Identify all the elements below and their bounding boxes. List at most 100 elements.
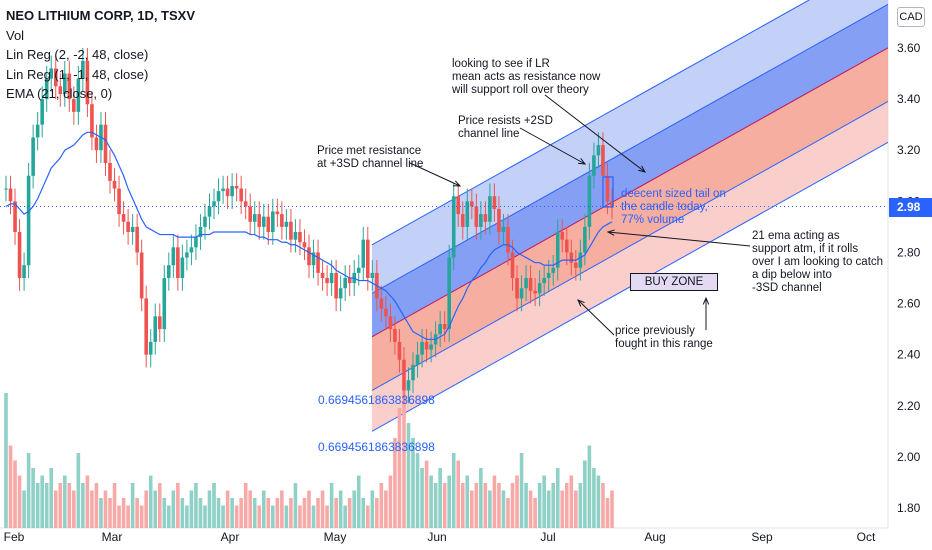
y-tick-label: 2.20 bbox=[897, 399, 921, 413]
volume-bar bbox=[148, 475, 153, 528]
volume-bar bbox=[587, 445, 592, 528]
volume-bar bbox=[506, 498, 510, 528]
candle-body bbox=[438, 324, 442, 335]
candle-body bbox=[126, 221, 130, 232]
candle-body bbox=[524, 278, 528, 289]
volume-bar bbox=[31, 468, 35, 528]
volume-bar bbox=[583, 460, 587, 528]
candle-body bbox=[587, 175, 592, 227]
candle-body bbox=[343, 278, 347, 289]
volume-bar bbox=[402, 385, 406, 528]
candle-body bbox=[153, 316, 158, 342]
volume-bar bbox=[365, 505, 370, 528]
candle-body bbox=[261, 216, 266, 227]
candle-body bbox=[424, 341, 429, 350]
arrow-previous-range-head bbox=[577, 299, 585, 307]
y-tick-label: 2.60 bbox=[897, 297, 921, 311]
volume-bar bbox=[243, 483, 248, 528]
volume-bar bbox=[316, 498, 320, 528]
volume-bar bbox=[325, 505, 329, 528]
candle-body bbox=[447, 257, 451, 330]
candle-body bbox=[338, 288, 343, 299]
y-tick-label: 3.40 bbox=[897, 92, 921, 106]
volume-bar bbox=[510, 483, 515, 528]
x-tick-label: Jul bbox=[540, 530, 555, 544]
volume-bar bbox=[44, 483, 49, 528]
candle-body bbox=[85, 60, 90, 105]
volume-bar bbox=[62, 475, 67, 528]
candle-body bbox=[4, 188, 8, 190]
annotation-resists-2sd: Price resists +2SD channel line bbox=[458, 115, 553, 140]
volume-bar bbox=[569, 475, 574, 528]
candle-body bbox=[470, 201, 474, 207]
candle-body bbox=[139, 252, 144, 299]
volume-bar bbox=[442, 483, 447, 528]
buy-zone-box: BUY ZONE bbox=[630, 273, 718, 291]
volume-bar bbox=[307, 490, 311, 528]
channel-line-plus2sd bbox=[371, 3, 889, 294]
volume-bar bbox=[171, 490, 176, 528]
volume-bar bbox=[76, 453, 81, 528]
volume-bar bbox=[451, 453, 456, 528]
candle-body bbox=[474, 206, 479, 227]
candle-body bbox=[596, 145, 601, 156]
volume-bar bbox=[596, 475, 601, 528]
volume-bar bbox=[266, 498, 271, 528]
candle-body bbox=[465, 201, 470, 227]
candle-body bbox=[501, 226, 506, 232]
volume-bar bbox=[13, 460, 17, 528]
band-upper-inner bbox=[372, 4, 888, 337]
legend-linreg-2: Lin Reg (2, -2, 48, close) bbox=[6, 47, 149, 62]
candle-body bbox=[203, 216, 207, 227]
volume-bar bbox=[216, 498, 221, 528]
candle-body bbox=[488, 196, 492, 222]
volume-bar bbox=[40, 475, 44, 528]
candle-body bbox=[388, 316, 393, 330]
volume-bar bbox=[298, 505, 302, 528]
candle-body bbox=[320, 272, 325, 278]
candle-body bbox=[117, 188, 121, 215]
annotation-resistance-3sd: Price met resistance at +3SD channel lin… bbox=[317, 145, 424, 170]
candle-body bbox=[44, 78, 49, 100]
volume-bar bbox=[284, 505, 289, 528]
volume-bar bbox=[280, 490, 284, 528]
volume-bar bbox=[574, 490, 578, 528]
legend-title: NEO LITHIUM CORP, 1D, TSXV bbox=[6, 8, 196, 23]
volume-bar bbox=[17, 475, 22, 528]
candle-body bbox=[415, 354, 420, 365]
candle-body bbox=[497, 209, 501, 232]
candle-body bbox=[311, 252, 316, 266]
candle-body bbox=[365, 239, 370, 278]
volume-bar bbox=[551, 483, 556, 528]
candle-body bbox=[451, 196, 456, 258]
volume-bar bbox=[429, 475, 433, 528]
candle-body bbox=[334, 272, 338, 299]
volume-bar bbox=[438, 468, 442, 528]
candle-body bbox=[266, 216, 271, 232]
volume-bar bbox=[230, 498, 234, 528]
x-tick-label: Jun bbox=[427, 530, 446, 544]
candle-body bbox=[198, 226, 203, 238]
candle-body bbox=[289, 221, 293, 240]
y-tick-label: 3.60 bbox=[897, 41, 921, 55]
currency-badge[interactable]: CAD bbox=[897, 7, 925, 27]
candle-body bbox=[243, 201, 248, 207]
candle-body bbox=[157, 316, 162, 330]
candle-body bbox=[347, 278, 352, 284]
candle-body bbox=[515, 278, 519, 299]
candle-body bbox=[610, 201, 614, 207]
volume-bar bbox=[515, 475, 519, 528]
candle-body bbox=[185, 252, 189, 258]
volume-bar bbox=[370, 490, 375, 528]
volume-bar bbox=[537, 483, 542, 528]
volume-bar bbox=[329, 483, 334, 528]
arrow-ema-support-head bbox=[606, 229, 615, 236]
volume-bar bbox=[103, 490, 108, 528]
volume-bar bbox=[144, 490, 148, 528]
volume-bar bbox=[139, 505, 144, 528]
candle-body bbox=[293, 232, 298, 240]
volume-bar bbox=[261, 490, 266, 528]
candle-body bbox=[31, 137, 35, 176]
volume-bar bbox=[465, 475, 470, 528]
